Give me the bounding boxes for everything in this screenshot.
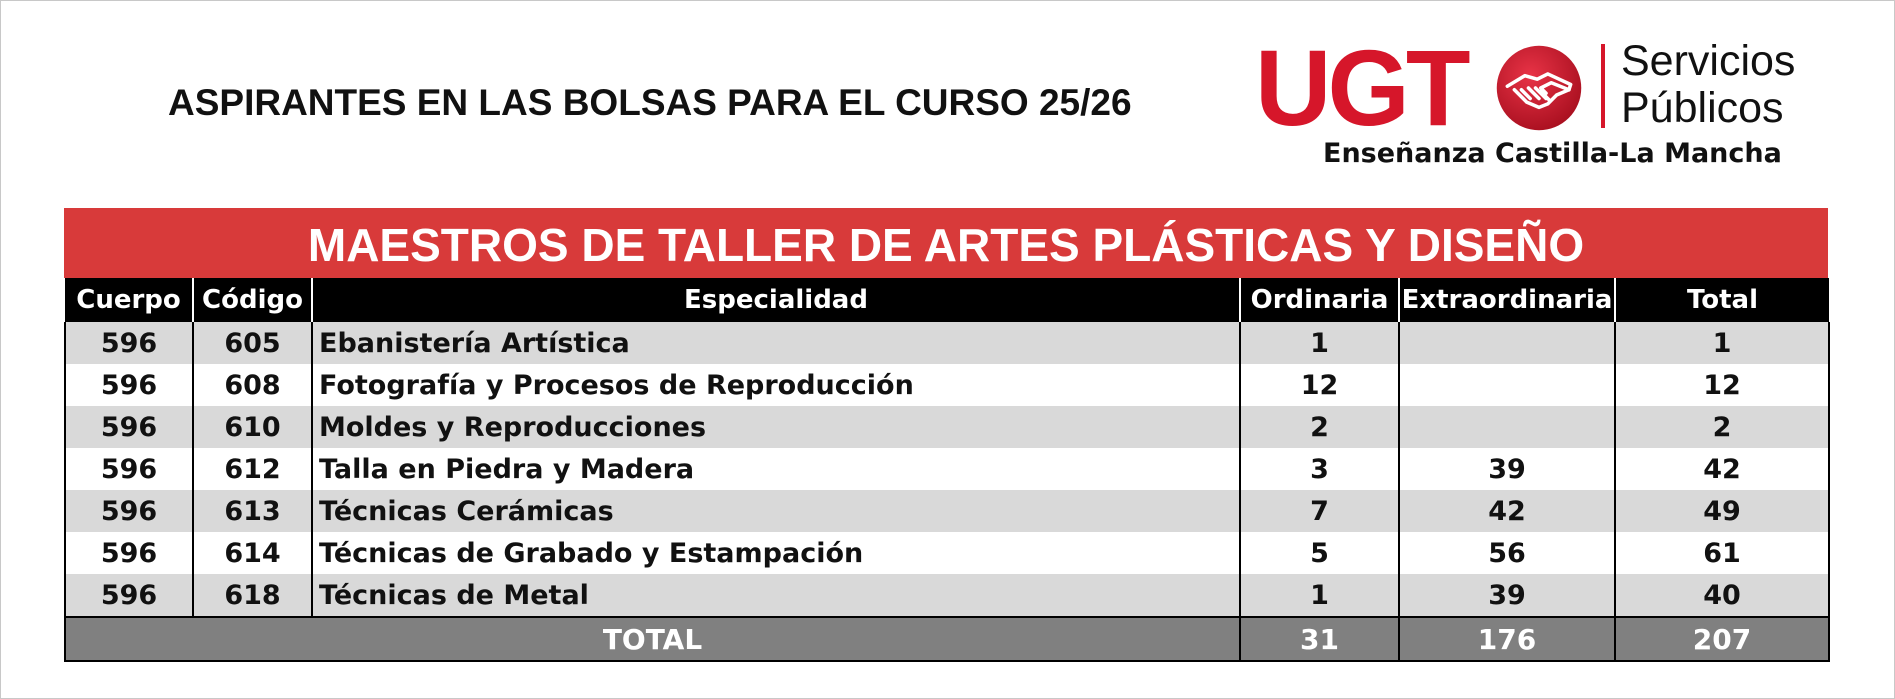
cell-total: 42: [1614, 448, 1830, 490]
logo-servicios-publicos: Servicios Públicos: [1621, 38, 1795, 132]
col-header-extraordinaria: Extraordinaria: [1398, 278, 1615, 322]
table-banner: MAESTROS DE TALLER DE ARTES PLÁSTICAS Y …: [64, 208, 1828, 278]
cell-ordinaria: 7: [1239, 490, 1399, 532]
table-row: 596 610 Moldes y Reproducciones 2 2: [64, 406, 1830, 448]
col-header-codigo: Código: [192, 278, 312, 322]
header-row: Cuerpo Código Especialidad Ordinaria Ext…: [65, 278, 1829, 322]
cell-especialidad: Técnicas Cerámicas: [311, 490, 1240, 532]
table-row: 596 614 Técnicas de Grabado y Estampació…: [64, 532, 1830, 574]
totals-label: TOTAL: [64, 616, 1241, 662]
cell-codigo: 613: [192, 490, 312, 532]
cell-ordinaria: 2: [1239, 406, 1399, 448]
cell-cuerpo: 596: [64, 364, 193, 406]
cell-total: 61: [1614, 532, 1830, 574]
table-row: 596 608 Fotografía y Procesos de Reprodu…: [64, 364, 1830, 406]
totals-total: 207: [1614, 616, 1830, 662]
col-header-cuerpo: Cuerpo: [65, 278, 193, 322]
cell-codigo: 614: [192, 532, 312, 574]
logo-line-servicios: Servicios: [1621, 37, 1796, 85]
table-footer: TOTAL 31 176 207: [64, 616, 1830, 662]
cell-total: 2: [1614, 406, 1830, 448]
logo-line-publicos: Públicos: [1621, 84, 1784, 132]
cell-cuerpo: 596: [64, 448, 193, 490]
cell-ordinaria: 12: [1239, 364, 1399, 406]
cell-especialidad: Técnicas de Metal: [311, 574, 1240, 617]
totals-extraordinaria: 176: [1398, 616, 1616, 662]
cell-extraordinaria: 42: [1398, 490, 1615, 532]
totals-ordinaria: 31: [1239, 616, 1400, 662]
cell-extraordinaria: 56: [1398, 532, 1615, 574]
document-title: ASPIRANTES EN LAS BOLSAS PARA EL CURSO 2…: [168, 82, 1132, 123]
table-row: 596 612 Talla en Piedra y Madera 3 39 42: [64, 448, 1830, 490]
table-row: 596 618 Técnicas de Metal 1 39 40: [64, 574, 1830, 617]
logo-divider: [1601, 44, 1605, 128]
cell-cuerpo: 596: [64, 406, 193, 448]
totals-row: TOTAL 31 176 207: [64, 616, 1830, 662]
cell-cuerpo: 596: [64, 574, 193, 617]
cell-extraordinaria: 39: [1398, 448, 1615, 490]
handshake-icon: [1496, 45, 1582, 131]
cell-especialidad: Fotografía y Procesos de Reproducción: [311, 364, 1240, 406]
cell-especialidad: Técnicas de Grabado y Estampación: [311, 532, 1240, 574]
col-header-ordinaria: Ordinaria: [1239, 278, 1399, 322]
col-header-especialidad: Especialidad: [311, 278, 1240, 322]
ugt-logo: UGT Servicios Públicos Enseñanza Castill…: [1255, 27, 1815, 178]
cell-codigo: 610: [192, 406, 312, 448]
cell-ordinaria: 3: [1239, 448, 1399, 490]
cell-extraordinaria: 39: [1398, 574, 1615, 617]
cell-total: 40: [1614, 574, 1830, 617]
cell-cuerpo: 596: [64, 322, 193, 364]
logo-brand-text: UGT: [1255, 27, 1471, 148]
cell-total: 12: [1614, 364, 1830, 406]
aspirantes-table-section: MAESTROS DE TALLER DE ARTES PLÁSTICAS Y …: [64, 208, 1830, 662]
table-row: 596 605 Ebanistería Artística 1 1: [64, 322, 1830, 364]
cell-ordinaria: 1: [1239, 322, 1399, 364]
cell-total: 49: [1614, 490, 1830, 532]
cell-ordinaria: 1: [1239, 574, 1399, 617]
cell-codigo: 605: [192, 322, 312, 364]
cell-codigo: 608: [192, 364, 312, 406]
table-header: Cuerpo Código Especialidad Ordinaria Ext…: [65, 278, 1829, 322]
cell-codigo: 612: [192, 448, 312, 490]
cell-codigo: 618: [192, 574, 312, 617]
cell-cuerpo: 596: [64, 532, 193, 574]
logo-subtitle: Enseñanza Castilla-La Mancha: [1323, 138, 1782, 169]
cell-especialidad: Moldes y Reproducciones: [311, 406, 1240, 448]
cell-especialidad: Ebanistería Artística: [311, 322, 1240, 364]
cell-extraordinaria: [1398, 406, 1615, 448]
cell-extraordinaria: [1398, 364, 1615, 406]
table-row: 596 613 Técnicas Cerámicas 7 42 49: [64, 490, 1830, 532]
cell-especialidad: Talla en Piedra y Madera: [311, 448, 1240, 490]
cell-total: 1: [1614, 322, 1830, 364]
col-header-total: Total: [1614, 278, 1829, 322]
cell-cuerpo: 596: [64, 490, 193, 532]
cell-extraordinaria: [1398, 322, 1615, 364]
cell-ordinaria: 5: [1239, 532, 1399, 574]
aspirantes-table: Cuerpo Código Especialidad Ordinaria Ext…: [64, 278, 1830, 662]
table-body: 596 605 Ebanistería Artística 1 1 596 60…: [64, 322, 1830, 617]
